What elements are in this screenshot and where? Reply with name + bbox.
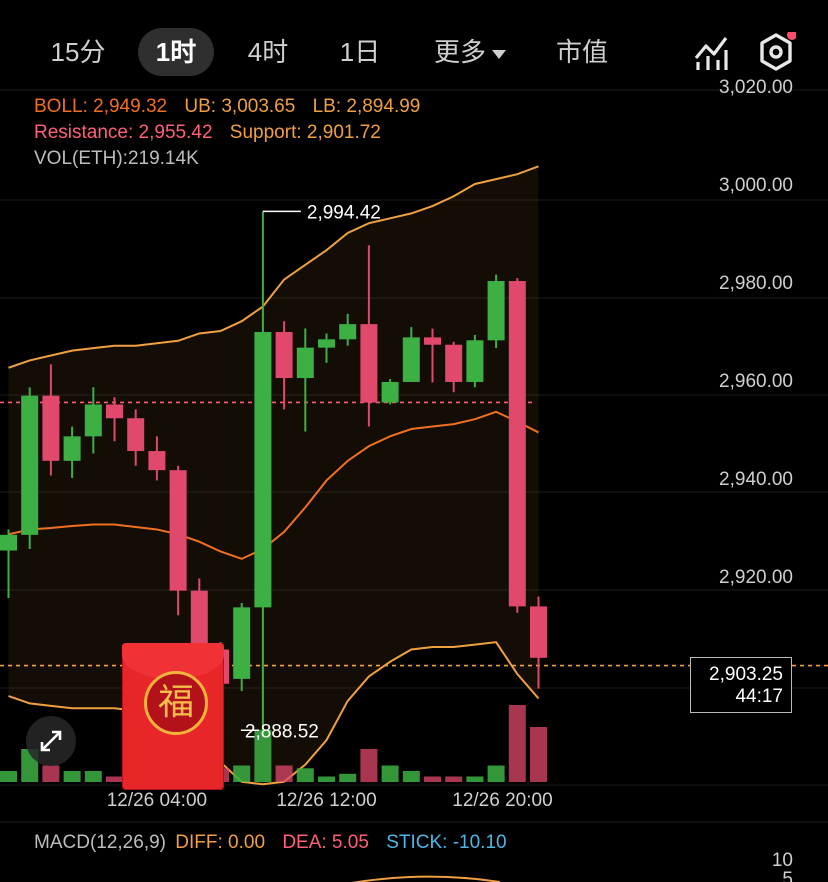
boll-mid-line [8, 410, 539, 560]
candle-body-21 [445, 344, 463, 382]
volume-bar-0 [0, 771, 17, 782]
volume-bar-5 [106, 776, 123, 782]
red-packet-seal: 福 [144, 671, 208, 735]
candle-body-1 [21, 395, 39, 535]
candle-body-19 [402, 337, 420, 382]
candle-body-13 [275, 331, 293, 379]
macd-diff-line [351, 875, 501, 882]
volume-bar-16 [339, 773, 357, 782]
y-tick-5: 2,920.00 [719, 567, 793, 588]
y-tick-0: 3,020.00 [719, 77, 793, 98]
candle-body-0 [0, 534, 17, 551]
high-label: 2,994.42 [307, 202, 381, 223]
tab-1h[interactable]: 1时 [138, 28, 214, 76]
indicator-icon[interactable] [692, 32, 732, 72]
volume-bar-22 [466, 776, 484, 782]
resistance-value: Resistance: 2,955.42 [34, 122, 213, 143]
macd-diff: DIFF: 0.00 [175, 832, 266, 853]
candle-body-4 [84, 404, 102, 437]
support-value: Support: 2,901.72 [229, 122, 381, 143]
x-tick-1: 12/26 12:00 [276, 790, 376, 811]
tab-15m[interactable]: 15分 [50, 37, 106, 67]
chevron-down-icon [492, 49, 506, 59]
candle-body-5 [106, 404, 123, 419]
volume-bar-24 [508, 705, 526, 782]
red-packet-promo[interactable]: 福 [122, 643, 224, 790]
candle-body-2 [42, 395, 60, 461]
candle-body-14 [296, 347, 314, 379]
macd-name: MACD(12,26,9) [34, 832, 166, 853]
x-tick-0: 12/26 04:00 [107, 790, 207, 811]
candle-body-17 [360, 324, 378, 403]
timeframe-tabs: 15分 1时 4时 1日 更多 市值 [0, 0, 828, 100]
volume-bar-2 [42, 765, 60, 782]
y-tick-2: 2,980.00 [719, 273, 793, 294]
boll-legend: BOLL: 2,949.32 UB: 3,003.65 LB: 2,894.99 [34, 96, 420, 118]
candle-body-22 [466, 340, 484, 382]
volume-bar-19 [402, 771, 420, 782]
vol-legend: VOL(ETH):219.14K [34, 148, 199, 170]
candle-body-16 [339, 324, 357, 340]
tab-market-cap[interactable]: 市值 [555, 37, 608, 67]
candle-body-24 [508, 281, 526, 607]
candle-body-23 [487, 281, 505, 341]
boll-band-fill [8, 166, 539, 785]
macd-tick-1: 5 [782, 869, 793, 882]
macd-dea: DEA: 5.05 [282, 832, 369, 853]
volume-bar-3 [63, 771, 81, 782]
volume-bar-13 [275, 765, 293, 782]
tab-more-label: 更多 [433, 37, 486, 67]
current-price: 2,903.25 [709, 664, 783, 685]
candle-body-20 [424, 337, 441, 345]
volume-bar-25 [530, 727, 547, 782]
volume-value: VOL(ETH):219.14K [34, 148, 199, 169]
candle-body-18 [381, 381, 399, 403]
volume-bar-4 [84, 771, 102, 782]
boll-lower-value: LB: 2,894.99 [312, 96, 421, 117]
current-price-tag: 2,903.25 44:17 [690, 657, 792, 713]
y-tick-4: 2,940.00 [719, 469, 793, 490]
candle-body-7 [148, 451, 166, 471]
tab-1d[interactable]: 1日 [339, 37, 381, 67]
volume-bar-20 [424, 776, 441, 782]
boll-lower-line [8, 641, 540, 786]
candle-body-6 [127, 418, 145, 452]
candle-body-15 [318, 339, 335, 348]
volume-bar-17 [360, 749, 378, 782]
x-tick-2: 12/26 20:00 [452, 790, 552, 811]
candle-body-3 [63, 436, 81, 461]
volume-bar-23 [487, 765, 505, 782]
volume-bar-15 [318, 776, 335, 782]
candle-countdown: 44:17 [735, 686, 783, 707]
boll-upper-line [8, 165, 539, 369]
candle-body-25 [530, 606, 547, 658]
boll-upper-value: UB: 3,003.65 [184, 96, 296, 117]
y-tick-1: 3,000.00 [719, 175, 793, 196]
volume-bar-21 [445, 776, 463, 782]
volume-bar-14 [296, 768, 314, 782]
volume-bar-11 [233, 765, 251, 782]
y-tick-3: 2,960.00 [719, 371, 793, 392]
chart-settings-icon[interactable] [756, 30, 797, 72]
candle-body-12 [254, 331, 272, 608]
macd-tick-0: 10 [772, 850, 793, 871]
macd-legend: MACD(12,26,9) DIFF: 0.00 DEA: 5.05 STICK… [34, 832, 507, 854]
volume-bar-18 [381, 765, 399, 782]
macd-stick: STICK: -10.10 [386, 832, 507, 853]
notification-dot [787, 30, 797, 40]
tab-4h[interactable]: 4时 [247, 37, 289, 67]
fullscreen-icon[interactable] [26, 716, 76, 766]
sr-legend: Resistance: 2,955.42 Support: 2,901.72 [34, 122, 381, 144]
candle-body-8 [169, 470, 187, 591]
volume-bar-12 [254, 729, 272, 782]
candle-body-11 [233, 607, 251, 679]
candle-body-9 [190, 590, 208, 650]
low-label: 2,888.52 [245, 721, 319, 742]
tab-more[interactable]: 更多 [420, 28, 520, 76]
boll-value: BOLL: 2,949.32 [34, 96, 168, 117]
